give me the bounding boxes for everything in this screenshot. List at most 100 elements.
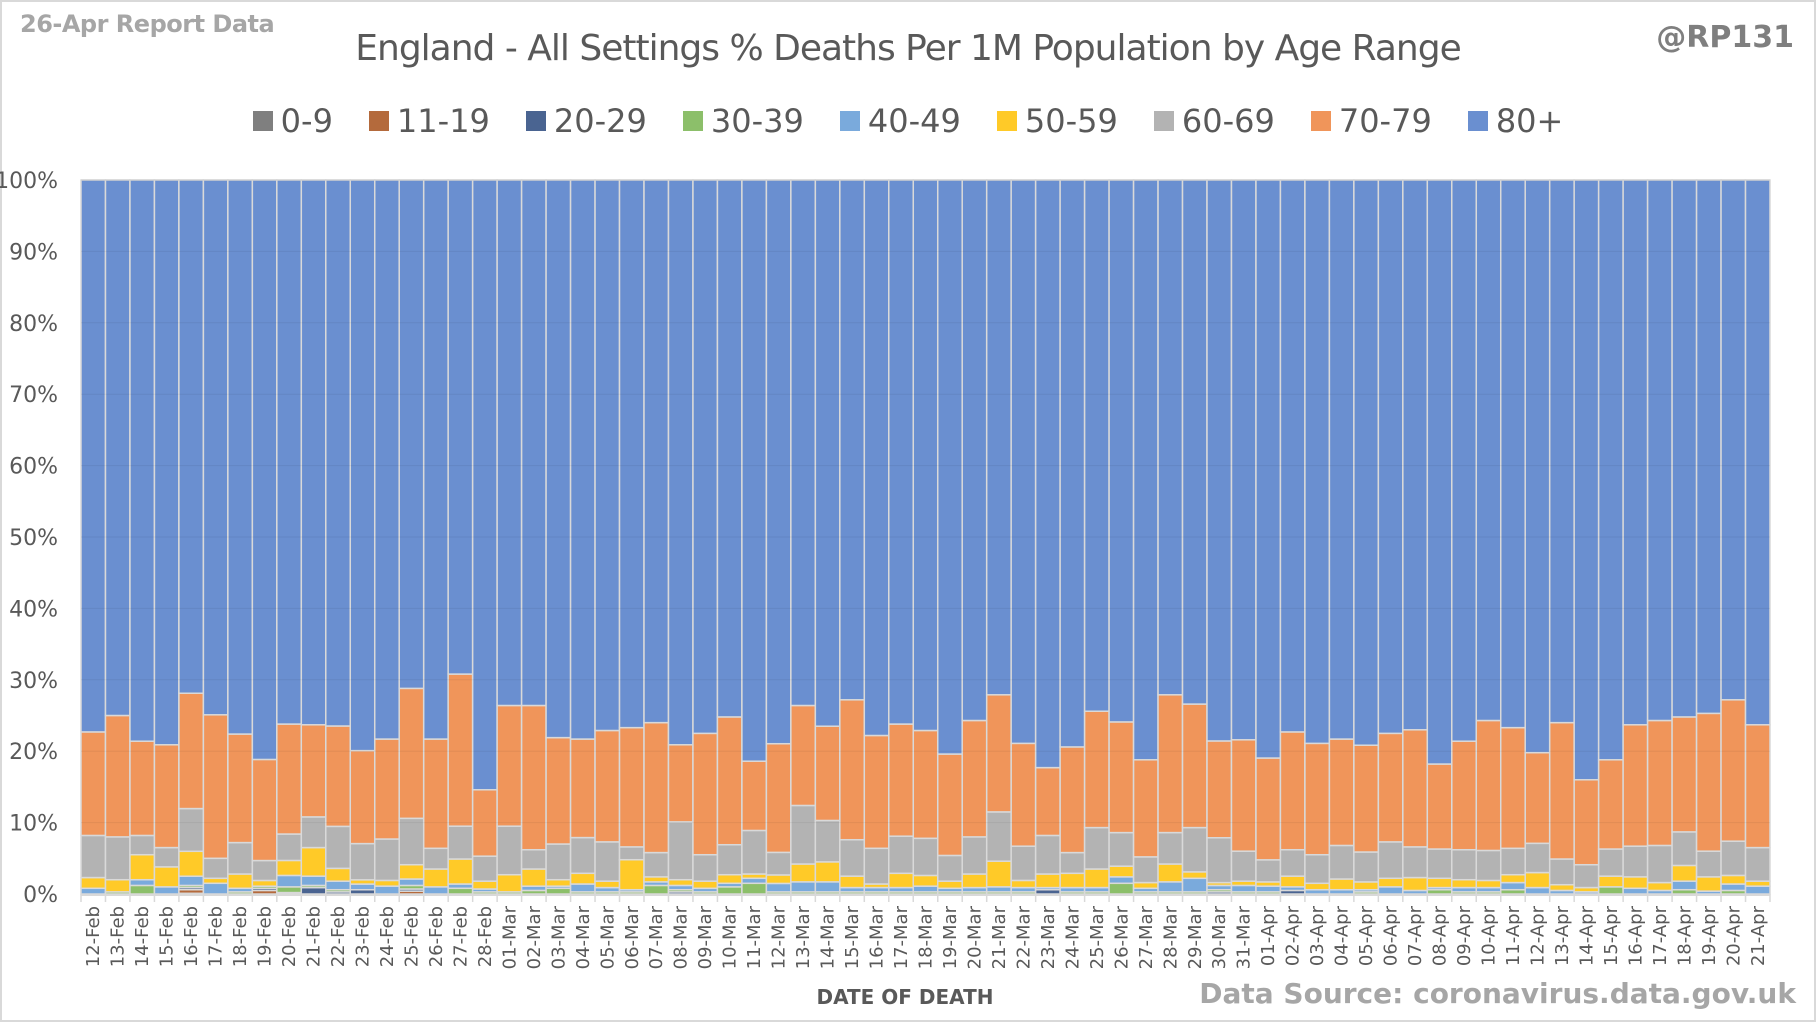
bar-segment-40-49 — [1255, 885, 1282, 893]
bar-segment-60-69 — [227, 841, 254, 875]
bar-segment-70-79 — [1328, 738, 1355, 847]
x-tick-label: 04-Mar — [573, 905, 594, 969]
bar-segment-80+ — [1353, 179, 1380, 746]
bar-segment-40-49 — [422, 886, 449, 895]
legend-item[interactable]: 60-69 — [1153, 102, 1275, 140]
bar-segment-70-79 — [1304, 742, 1331, 856]
bar-segment-30-39 — [1597, 886, 1624, 895]
bar-segment-80+ — [1671, 179, 1698, 718]
bar-segment-80+ — [594, 179, 621, 732]
bar-segment-70-79 — [814, 725, 841, 822]
bar-segment-80+ — [1108, 179, 1135, 723]
bar-segment-50-59 — [1475, 879, 1502, 889]
report-date-label: 26-Apr Report Data — [20, 10, 275, 38]
bar-segment-60-69 — [104, 836, 131, 881]
bar-segment-50-59 — [1451, 878, 1478, 889]
x-tick-label: 02-Apr — [1283, 905, 1304, 966]
bar-segment-20-29 — [300, 886, 327, 895]
x-tick-label: 20-Feb — [279, 906, 300, 967]
y-tick-label: 70% — [9, 383, 58, 408]
x-tick-label: 09-Apr — [1454, 905, 1475, 966]
bar-segment-70-79 — [594, 729, 621, 843]
bar-segment-70-79 — [643, 721, 670, 854]
bar-segment-50-59 — [667, 878, 694, 887]
x-tick-label: 17-Mar — [891, 905, 912, 969]
legend-item[interactable]: 0-9 — [252, 102, 333, 140]
bar-segment-80+ — [1083, 179, 1110, 712]
legend-item[interactable]: 50-59 — [996, 102, 1118, 140]
bar-segment-70-79 — [1499, 726, 1526, 850]
x-tick-label: 17-Apr — [1650, 905, 1671, 966]
bar-segment-80+ — [1720, 179, 1747, 701]
bar-segment-80+ — [349, 179, 376, 752]
bar-segment-80+ — [1328, 179, 1355, 740]
x-tick-label: 22-Feb — [328, 906, 349, 967]
x-tick-label: 26-Feb — [426, 906, 447, 967]
x-tick-label: 03-Mar — [548, 905, 569, 969]
bar-segment-80+ — [1744, 179, 1771, 726]
bar-segment-60-69 — [447, 825, 474, 860]
bar-segment-50-59 — [1157, 863, 1184, 883]
bar-segment-50-59 — [765, 874, 792, 885]
bar-segment-50-59 — [1059, 872, 1086, 889]
legend-item[interactable]: 30-39 — [682, 102, 804, 140]
bar-segment-60-69 — [1451, 848, 1478, 881]
legend-item[interactable]: 20-29 — [525, 102, 647, 140]
bar-segment-70-79 — [790, 704, 817, 807]
bar-segment-50-59 — [961, 873, 988, 889]
bar-segment-70-79 — [716, 716, 743, 846]
bar-segment-40-49 — [178, 875, 205, 887]
bar-segment-80+ — [1304, 179, 1331, 745]
legend-item[interactable]: 40-49 — [839, 102, 961, 140]
bar-segment-80+ — [1622, 179, 1649, 726]
bar-segment-80+ — [765, 179, 792, 745]
legend-item[interactable]: 70-79 — [1310, 102, 1432, 140]
bar-segment-70-79 — [1010, 742, 1037, 847]
bar-segment-60-69 — [1695, 850, 1722, 878]
bar-segment-80+ — [129, 179, 156, 742]
bar-segment-60-69 — [1720, 840, 1747, 877]
legend-swatch — [1310, 111, 1331, 131]
bar-segment-60-69 — [985, 811, 1012, 862]
bar-segment-80+ — [1157, 179, 1184, 696]
bar-segment-60-69 — [1524, 842, 1551, 874]
x-tick-label: 15-Apr — [1601, 905, 1622, 966]
bar-segment-60-69 — [1377, 841, 1404, 880]
bar-segment-60-69 — [202, 857, 229, 880]
bar-segment-50-59 — [1377, 877, 1404, 888]
bar-segment-60-69 — [422, 847, 449, 870]
bar-segment-40-49 — [398, 878, 425, 887]
bar-segment-60-69 — [276, 833, 303, 862]
bar-segment-50-59 — [1524, 871, 1551, 889]
x-tick-label: 31-Mar — [1234, 905, 1255, 969]
bar-segment-80+ — [545, 179, 572, 739]
bar-segment-80+ — [1181, 179, 1208, 705]
bar-segment-50-59 — [1010, 879, 1037, 889]
bar-segment-70-79 — [1181, 703, 1208, 829]
bar-segment-60-69 — [1059, 851, 1086, 875]
bar-segment-80+ — [716, 179, 743, 718]
bar-segment-70-79 — [985, 694, 1012, 813]
bar-segment-50-59 — [985, 860, 1012, 888]
bar-segment-70-79 — [276, 723, 303, 835]
x-tick-label: 20-Apr — [1723, 905, 1744, 966]
bar-segment-70-79 — [1353, 744, 1380, 853]
bar-segment-60-69 — [373, 838, 400, 882]
legend-item[interactable]: 80+ — [1467, 102, 1563, 140]
bar-segment-50-59 — [1132, 881, 1159, 890]
bar-segment-60-69 — [1206, 837, 1233, 884]
x-tick-label: 18-Mar — [916, 905, 937, 969]
bar-segment-80+ — [1646, 179, 1673, 722]
bar-segment-70-79 — [251, 758, 278, 862]
bar-segment-60-69 — [594, 841, 621, 882]
bar-segment-50-59 — [1646, 881, 1673, 892]
bar-segment-60-69 — [1034, 834, 1061, 875]
bar-segment-50-59 — [1304, 882, 1331, 891]
bar-segment-60-69 — [1255, 859, 1282, 883]
bar-segment-80+ — [1475, 179, 1502, 722]
bar-segment-50-59 — [692, 880, 719, 890]
legend-item[interactable]: 11-19 — [368, 102, 490, 140]
bar-segment-60-69 — [692, 853, 719, 882]
x-tick-label: 03-Apr — [1307, 905, 1328, 966]
